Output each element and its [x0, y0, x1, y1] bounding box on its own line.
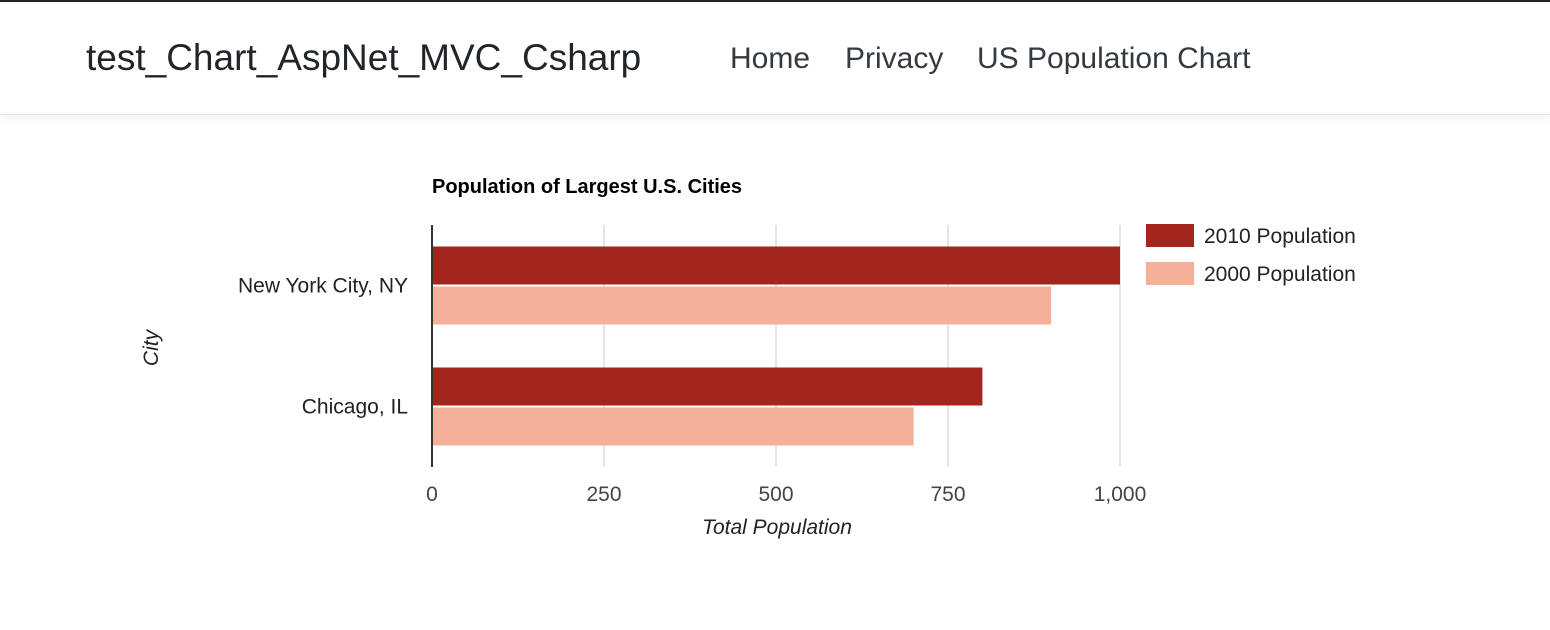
y-category-label: New York City, NY — [238, 275, 408, 298]
legend: 2010 Population 2000 Population — [1146, 224, 1356, 286]
chart-title: Population of Largest U.S. Cities — [432, 176, 742, 198]
bar — [432, 286, 1052, 325]
x-tick-label: 0 — [426, 483, 438, 506]
y-category-label: Chicago, IL — [302, 396, 408, 419]
legend-swatch — [1146, 224, 1194, 247]
x-tick-label: 1,000 — [1094, 483, 1147, 506]
bar — [432, 407, 914, 446]
y-axis-title: City — [140, 328, 163, 366]
top-border — [0, 0, 1550, 2]
nav-link-privacy[interactable]: Privacy — [845, 42, 944, 75]
nav-link-us-population-chart[interactable]: US Population Chart — [977, 42, 1251, 75]
bar — [432, 246, 1120, 285]
navbar: test_Chart_AspNet_MVC_Csharp Home Privac… — [0, 2, 1550, 115]
legend-label: 2010 Population — [1204, 225, 1356, 248]
x-tick-label: 500 — [758, 483, 793, 506]
nav-link-home[interactable]: Home — [730, 42, 811, 75]
population-bar-chart: 0 250 500 750 1,000 New York City, NY Chicago,… — [140, 176, 1356, 539]
legend-swatch — [1146, 262, 1194, 285]
x-tick-label: 750 — [930, 483, 965, 506]
x-axis-title: Total Population — [702, 516, 852, 539]
axes: 0 250 500 750 1,000 New York City, NY Chicago,… — [238, 225, 1146, 506]
bars — [432, 246, 1120, 446]
chart-container: 0 250 500 750 1,000 New York City, NY Chicago,… — [0, 120, 1550, 600]
navbar-brand[interactable]: test_Chart_AspNet_MVC_Csharp — [86, 37, 642, 78]
legend-label: 2000 Population — [1204, 263, 1356, 286]
x-tick-label: 250 — [586, 483, 621, 506]
bar — [432, 367, 983, 406]
